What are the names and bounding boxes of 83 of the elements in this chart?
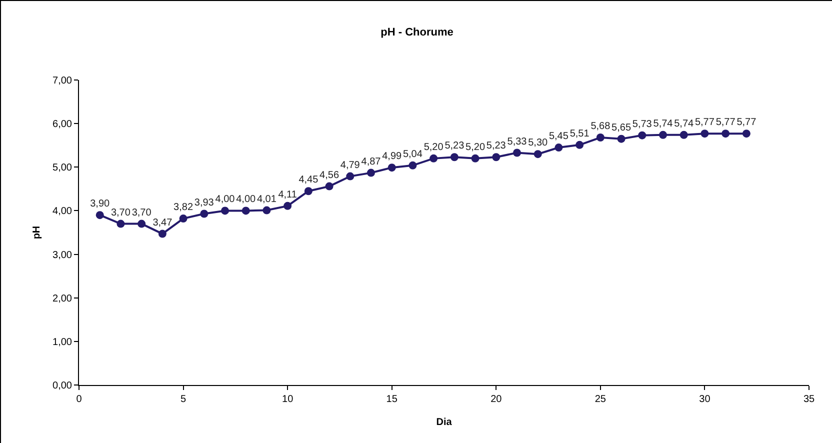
- data-label: 3,93: [194, 197, 214, 208]
- data-label: 5,73: [632, 118, 652, 130]
- x-tick-label: 10: [282, 394, 294, 405]
- point: [221, 206, 229, 215]
- y-tick-label: 4,00: [52, 206, 72, 218]
- data-label: 5,20: [466, 142, 486, 153]
- point: [513, 148, 521, 157]
- y-tick-label: 0,00: [52, 380, 72, 392]
- point: [158, 230, 166, 238]
- x-tick-label: 15: [386, 394, 398, 405]
- x-tick-label: 35: [803, 394, 815, 405]
- data-label: 4,45: [298, 174, 319, 186]
- y-tick-label: 3,00: [52, 250, 72, 261]
- data-label: 3,47: [152, 217, 173, 228]
- y-tick-label: 6,00: [52, 119, 72, 130]
- data-label: 3,90: [90, 198, 110, 210]
- point: [367, 168, 375, 177]
- y-tick-label: 2,00: [52, 293, 72, 304]
- data-label: 5,30: [528, 138, 548, 149]
- point: [262, 206, 271, 214]
- y-tick-label: 7,00: [52, 76, 72, 86]
- point: [388, 164, 396, 172]
- point: [659, 130, 667, 139]
- data-label: 4,79: [340, 160, 360, 171]
- data-label: 3,82: [174, 202, 194, 214]
- y-tick-label: 5,00: [52, 162, 72, 174]
- data-label: 4,56: [320, 170, 340, 181]
- point: [284, 202, 292, 210]
- point: [138, 220, 146, 228]
- data-label: 5,74: [653, 118, 674, 130]
- data-label: 4,00: [236, 194, 256, 206]
- y-tick-label: 1,00: [52, 336, 72, 348]
- point: [596, 134, 604, 142]
- y-axis-title: pH: [32, 226, 43, 240]
- data-label: 5,77: [716, 117, 736, 128]
- point: [450, 153, 458, 162]
- data-label: 5,77: [736, 117, 757, 128]
- data-label: 5,68: [590, 121, 611, 132]
- point: [742, 130, 750, 138]
- point: [325, 182, 334, 190]
- point: [617, 134, 626, 143]
- x-axis-title: Dia: [436, 417, 452, 428]
- data-label: 4,00: [215, 194, 236, 206]
- point: [430, 154, 438, 162]
- data-label: 5,77: [694, 117, 715, 128]
- x-tick-label: 25: [594, 394, 606, 405]
- point: [554, 144, 563, 152]
- data-label: 5,74: [674, 118, 694, 130]
- data-label: 5,23: [486, 140, 506, 152]
- point: [471, 154, 480, 162]
- data-label: 4,11: [278, 189, 298, 200]
- data-label: 5,04: [402, 148, 423, 160]
- data-label: 3,70: [132, 207, 152, 218]
- point: [534, 150, 542, 158]
- point: [492, 153, 500, 162]
- point: [116, 220, 125, 228]
- x-tick-label: 20: [490, 394, 502, 405]
- point: [638, 131, 646, 140]
- data-label: 4,87: [361, 156, 382, 168]
- x-tick-label: 30: [699, 394, 711, 405]
- x-tick-label: 0: [76, 394, 82, 405]
- data-label: 4,99: [382, 151, 402, 162]
- x-tick-label: 5: [180, 394, 187, 405]
- point: [179, 214, 188, 223]
- point: [722, 130, 730, 138]
- data-label: 5,45: [548, 131, 569, 142]
- point: [200, 210, 208, 218]
- point: [304, 187, 312, 196]
- chart-title: pH - Chorume: [380, 26, 454, 38]
- point: [576, 140, 584, 149]
- data-label: 5,51: [570, 128, 590, 140]
- point: [680, 130, 688, 139]
- data-label: 5,65: [612, 122, 632, 134]
- point: [96, 211, 104, 220]
- data-label: 4,01: [256, 194, 277, 205]
- point: [408, 161, 417, 170]
- point: [346, 172, 354, 180]
- point: [700, 130, 709, 138]
- data-label: 5,20: [424, 142, 444, 153]
- data-label: 5,23: [444, 140, 465, 152]
- data-label: 5,33: [507, 136, 528, 148]
- point: [242, 206, 250, 215]
- data-label: 3,70: [110, 207, 131, 218]
